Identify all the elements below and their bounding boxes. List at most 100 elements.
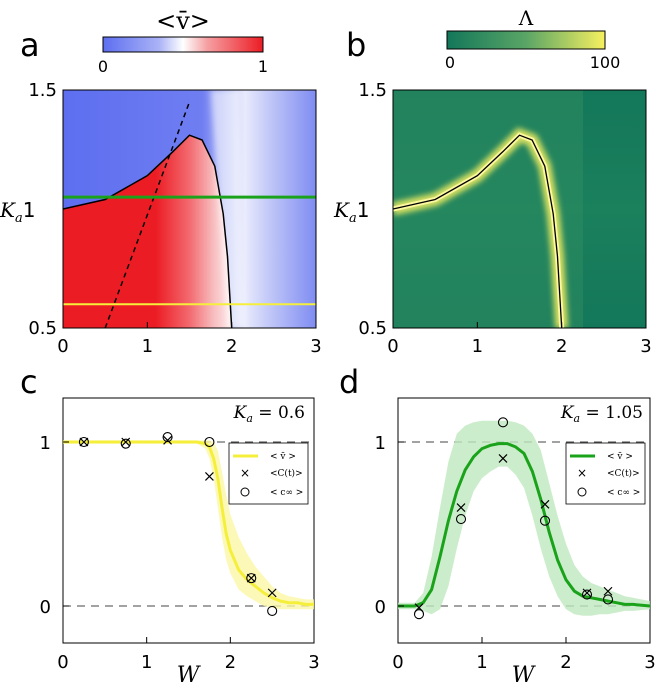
panel-d: d 0 1 2 3 0 1 Ka = 1.05 < v̄ > × <C(t)> < c∞ … — [339, 363, 656, 688]
plot-c-circle-marker — [162, 432, 173, 443]
plot-c-xtick-label: 3 — [308, 652, 319, 673]
plot-d-x-marker — [603, 586, 613, 596]
heatmap-b-ridge-curve — [393, 134, 563, 328]
panel-letter-a: a — [20, 26, 40, 64]
legend-c-entry-3: < c∞ > — [270, 488, 303, 498]
heatmap-a-xtick-label: 3 — [310, 336, 321, 357]
plot-c-circle-marker — [204, 436, 215, 448]
plot-c-circle-marker — [267, 605, 278, 616]
plot-c-xtick-label: 1 — [141, 652, 152, 673]
plot-c-legend: < v̄ > × <C(t)> < c∞ > — [228, 442, 309, 505]
plot-d-circle-marker — [539, 515, 551, 526]
plot-c-circle-marker — [78, 436, 89, 448]
xlabel-c: W — [177, 663, 202, 688]
heatmap-a-frame — [62, 89, 317, 329]
legend-c-entry-2: <C(t)> — [270, 468, 303, 479]
legend-d-box — [565, 442, 646, 505]
heatmap-a-xtick-label: 1 — [142, 336, 153, 357]
plot-d-uncertainty-band — [398, 420, 650, 616]
heatmap-a-xtick-label: 2 — [226, 336, 237, 357]
heatmap-b-frame — [392, 89, 647, 329]
colorbar-a — [102, 36, 264, 53]
panel-b: b Λ 0 100 0 1 2 3 0.5 1.5 Ka1 — [333, 6, 652, 357]
panel-c: c 0 1 2 3 0 1 Ka = 0.6 < v̄ > × <C(t)> < c∞ >… — [20, 363, 320, 688]
plot-d-annotation: Ka = 1.05 — [560, 403, 643, 425]
panel-a: a <v̄> 0 1 0 1 2 3 0.5 1.5 Ka1 — [0, 7, 322, 357]
colorbar-b-min-label: 0 — [445, 53, 455, 72]
heatmap-a-ytick-label: 0.5 — [28, 318, 57, 339]
plot-c-xtick-label: 2 — [225, 652, 236, 673]
plot-d-ytick-label: 0 — [375, 597, 386, 618]
colorbar-a-max-label: 1 — [258, 57, 268, 76]
plot-d-xtick-label: 2 — [560, 652, 571, 673]
legend-d-entry-1: < v̄ > — [607, 452, 633, 462]
plot-d: 0 1 2 3 0 1 — [375, 417, 656, 673]
heatmap-b-xtick-label: 1 — [472, 336, 483, 357]
plot-d-frame — [397, 397, 651, 644]
heatmap-b-ytick-label: 1.5 — [358, 80, 387, 101]
heatmap-b-overlays — [393, 134, 563, 328]
plot-d-circle-marker — [455, 514, 467, 525]
legend-d-entry-2: <C(t)> — [607, 468, 640, 479]
colorbar-b-max-label: 100 — [590, 53, 621, 72]
plot-d-x-marker — [582, 588, 592, 598]
plot-d-mean-line — [398, 442, 651, 608]
plot-d-xtick-label: 3 — [644, 652, 655, 673]
panel-letter-b: b — [346, 26, 366, 64]
legend-d-x-marker: × — [577, 466, 587, 480]
heatmap-a-axes: 0 1 2 3 0.5 1.5 — [28, 80, 321, 357]
plot-c-circle-marker — [246, 573, 257, 584]
legend-d-entry-3: < c∞ > — [607, 488, 640, 498]
heatmap-a-transition-glow — [210, 90, 245, 328]
heatmap-b-ytick-label: 0.5 — [358, 318, 387, 339]
heatmap-a-dashed-line — [104, 101, 191, 328]
colorbar-a-title: <v̄> — [156, 7, 210, 35]
plot-c-circle-marker — [120, 438, 131, 449]
heatmap-a — [63, 90, 316, 328]
ylabel-b: Ka1 — [333, 198, 369, 226]
heatmap-a-xtick-label: 0 — [57, 336, 68, 357]
legend-c-entry-1: < v̄ > — [270, 452, 296, 462]
heatmap-b-xtick-label: 2 — [556, 336, 567, 357]
panel-letter-c: c — [20, 363, 38, 401]
heatmap-b-xtick-label: 3 — [640, 336, 651, 357]
plot-d-x-marker — [498, 453, 508, 463]
plot-c-mean-line — [63, 440, 314, 606]
heatmap-b-axes: 0 1 2 3 0.5 1.5 — [358, 80, 651, 357]
plot-d-x-marker — [540, 499, 550, 509]
plot-d-circle-marker — [497, 417, 509, 428]
legend-c-x-marker: × — [240, 466, 250, 480]
plot-c-ytick-label: 0 — [40, 597, 51, 618]
plot-c-annotation: Ka = 0.6 — [233, 403, 305, 425]
colorbar-a-min-label: 0 — [98, 57, 108, 76]
heatmap-a-boundary-curve — [63, 134, 233, 328]
legend-c-circle-marker — [240, 487, 250, 497]
plot-c-x-marker — [163, 435, 173, 445]
plot-c-ytick-label: 1 — [40, 433, 51, 454]
plot-c-x-marker — [121, 437, 131, 447]
plot-d-legend: < v̄ > × <C(t)> < c∞ > — [565, 442, 646, 505]
ylabel-a: Ka1 — [0, 198, 35, 226]
xlabel-d: W — [512, 663, 537, 688]
plot-d-circle-marker — [581, 589, 593, 600]
plot-d-ytick-label: 1 — [375, 433, 386, 454]
heatmap-a-ytick-label: 1.5 — [28, 80, 57, 101]
plot-d-circle-marker — [413, 609, 425, 620]
plot-d-xtick-label: 1 — [476, 652, 487, 673]
heatmap-a-overlays — [63, 101, 316, 328]
plot-d-x-marker — [456, 503, 466, 513]
plot-d-xtick-label: 0 — [392, 652, 403, 673]
colorbar-b-title: Λ — [518, 6, 534, 30]
plot-d-circle-marker — [602, 594, 614, 605]
heatmap-b — [393, 90, 646, 328]
plot-c-frame — [62, 397, 315, 644]
plot-c-x-marker — [267, 588, 277, 598]
legend-d-circle-marker — [577, 487, 587, 497]
plot-c-x-marker — [204, 472, 214, 481]
legend-c-box — [228, 442, 309, 505]
colorbar-b — [446, 30, 606, 50]
plot-c-x-marker — [79, 437, 89, 447]
panel-letter-d: d — [339, 363, 359, 401]
heatmap-b-xtick-label: 0 — [387, 336, 398, 357]
